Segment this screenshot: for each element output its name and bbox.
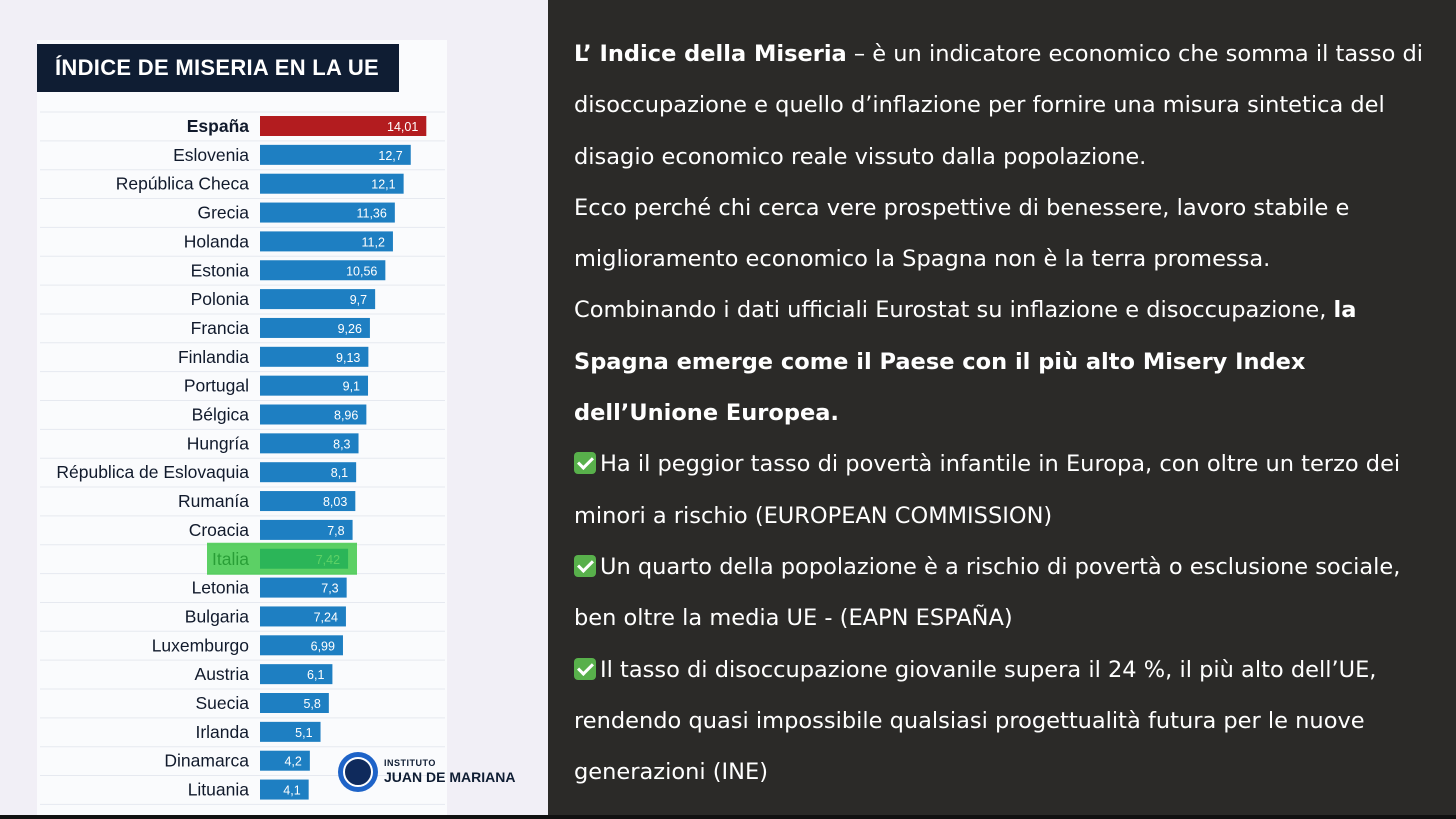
italia-highlight xyxy=(207,542,357,575)
category-label-12: Républica de Eslovaquia xyxy=(56,462,249,482)
category-label-23: Lituania xyxy=(188,780,250,800)
value-label-11: 8,3 xyxy=(333,437,350,451)
bar-18 xyxy=(260,635,343,656)
bar-12 xyxy=(260,462,357,483)
bar-23 xyxy=(260,779,309,800)
category-label-21: Irlanda xyxy=(195,722,249,742)
paragraph-definition: L’ Indice della Miseria – è un indicator… xyxy=(574,29,1444,183)
category-label-20: Suecia xyxy=(195,693,249,713)
category-label-9: Portugal xyxy=(184,376,249,396)
eurostat-plain: Combinando i dati ufficiali Eurostat su … xyxy=(574,297,1334,324)
category-label-11: Hungría xyxy=(187,433,250,453)
value-label-1: 12,7 xyxy=(378,149,402,163)
bar-2 xyxy=(260,173,404,194)
value-label-8: 9,13 xyxy=(336,351,360,365)
bar-16 xyxy=(260,577,347,598)
value-label-4: 11,2 xyxy=(362,235,385,249)
bullet-child-poverty-text: Ha il peggior tasso di povertà infantile… xyxy=(574,451,1401,529)
bar-22 xyxy=(260,750,310,771)
value-label-10: 8,96 xyxy=(334,409,358,423)
category-label-7: Francia xyxy=(191,318,250,338)
category-label-1: Eslovenia xyxy=(173,145,249,165)
institute-logo: INSTITUTO JUAN DE MARIANA xyxy=(338,752,538,796)
bottom-strip xyxy=(0,815,1456,819)
bar-11 xyxy=(260,433,359,454)
bar-9 xyxy=(260,375,369,396)
value-label-14: 7,8 xyxy=(327,524,344,538)
category-label-6: Polonia xyxy=(191,289,250,309)
category-label-13: Rumanía xyxy=(178,491,249,511)
value-label-22: 4,2 xyxy=(284,755,301,769)
value-label-6: 9,7 xyxy=(350,293,367,307)
value-label-2: 12,1 xyxy=(371,178,395,192)
chart-card xyxy=(37,40,447,815)
value-label-9: 9,1 xyxy=(343,380,360,394)
value-label-13: 8,03 xyxy=(323,495,347,509)
bar-chart: España 14,01 Eslovenia 12,7 República Checa 1… xyxy=(40,111,445,805)
bar-5 xyxy=(260,260,386,281)
bullet-exclusion: Un quarto della popolazione è a rischio … xyxy=(574,542,1444,645)
value-label-19: 6,1 xyxy=(307,668,324,682)
bar-10 xyxy=(260,404,367,425)
check-icon xyxy=(574,657,596,680)
bullet-youth-unemployment: Il tasso di disoccupazione giovanile sup… xyxy=(574,645,1444,799)
bar-4 xyxy=(260,231,393,252)
value-label-7: 9,26 xyxy=(338,322,362,336)
category-label-14: Croacia xyxy=(189,520,250,540)
bar-20 xyxy=(260,693,329,713)
value-label-12: 8,1 xyxy=(331,466,348,480)
article-text: L’ Indice della Miseria – è un indicator… xyxy=(574,29,1444,798)
category-label-17: Bulgaria xyxy=(185,606,249,626)
check-icon xyxy=(574,452,596,475)
bar-1 xyxy=(260,144,411,165)
bar-8 xyxy=(260,346,369,367)
value-label-18: 6,99 xyxy=(311,639,335,653)
value-label-3: 11,36 xyxy=(356,207,386,221)
value-label-5: 10,56 xyxy=(346,264,377,278)
paragraph-spain: Ecco perché chi cerca vere prospettive d… xyxy=(574,194,1350,273)
paragraph-eurostat: Combinando i dati ufficiali Eurostat su … xyxy=(574,285,1444,439)
bar-19 xyxy=(260,664,333,685)
chart-panel: España 14,01 Eslovenia 12,7 República Checa 1… xyxy=(0,0,548,815)
category-label-10: Bélgica xyxy=(192,405,250,425)
category-label-0: España xyxy=(187,116,250,136)
bar-0 xyxy=(260,116,427,136)
category-label-4: Holanda xyxy=(184,231,249,251)
chart-title-box: ÍNDICE DE MISERIA EN LA UE xyxy=(37,44,399,92)
bar-3 xyxy=(260,202,395,223)
category-label-16: Letonia xyxy=(192,578,250,598)
logo-emblem-icon xyxy=(338,752,378,792)
bar-21 xyxy=(260,721,321,742)
bar-6 xyxy=(260,289,376,310)
bar-13 xyxy=(260,491,356,512)
text-panel: L’ Indice della Miseria – è un indicator… xyxy=(548,0,1456,815)
definition-title: L’ Indice della Miseria xyxy=(574,41,847,67)
value-label-16: 7,3 xyxy=(321,582,338,596)
category-label-18: Luxemburgo xyxy=(152,635,249,655)
logo-small-text: INSTITUTO xyxy=(384,758,436,768)
category-label-8: Finlandia xyxy=(178,347,249,367)
eurostat-bold: la Spagna emerge come il Paese con il pi… xyxy=(574,297,1357,427)
bar-7 xyxy=(260,317,370,338)
category-label-5: Estonia xyxy=(191,260,250,280)
value-label-23: 4,1 xyxy=(283,784,300,798)
value-label-21: 5,1 xyxy=(295,726,312,740)
definition-body: – è un indicatore economico che somma il… xyxy=(574,41,1424,170)
bar-17 xyxy=(260,606,346,627)
chart-title: ÍNDICE DE MISERIA EN LA UE xyxy=(55,55,379,80)
bullet-youth-unemployment-text: Il tasso di disoccupazione giovanile sup… xyxy=(574,656,1377,786)
bullet-child-poverty: Ha il peggior tasso di povertà infantile… xyxy=(574,439,1444,542)
bar-14 xyxy=(260,519,353,540)
logo-big-text: JUAN DE MARIANA xyxy=(384,769,516,785)
value-label-0: 14,01 xyxy=(387,120,418,134)
category-label-19: Austria xyxy=(195,664,250,684)
category-label-22: Dinamarca xyxy=(164,751,249,771)
value-label-20: 5,8 xyxy=(303,697,320,711)
check-icon xyxy=(574,554,596,577)
value-label-17: 7,24 xyxy=(314,610,338,624)
category-label-3: Grecia xyxy=(197,203,249,223)
category-label-2: República Checa xyxy=(116,174,250,194)
bullet-exclusion-text: Un quarto della popolazione è a rischio … xyxy=(574,553,1401,632)
